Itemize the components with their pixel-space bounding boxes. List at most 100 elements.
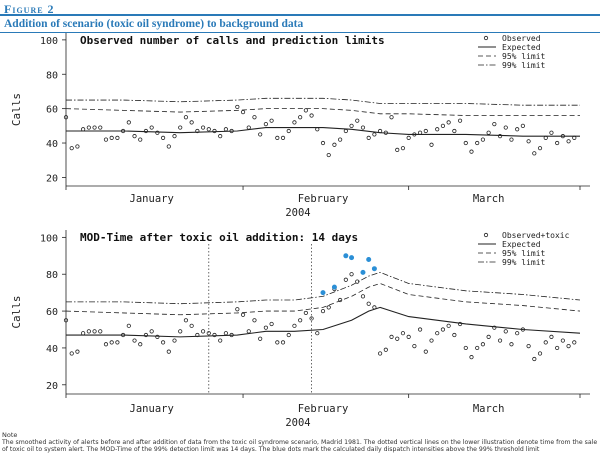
data-point bbox=[69, 146, 74, 151]
data-point bbox=[292, 323, 297, 328]
y-tick-label: 100 bbox=[40, 36, 58, 47]
data-point bbox=[452, 332, 457, 338]
data-point bbox=[537, 351, 543, 356]
note-heading: Note bbox=[2, 431, 18, 439]
data-point bbox=[492, 122, 497, 127]
data-point bbox=[189, 120, 194, 125]
data-point bbox=[417, 327, 423, 332]
data-point bbox=[212, 332, 217, 338]
data-point bbox=[372, 132, 377, 137]
data-point bbox=[509, 342, 514, 347]
data-point bbox=[566, 343, 571, 349]
data-point bbox=[537, 146, 543, 151]
y-tick-label: 60 bbox=[46, 105, 58, 116]
data-point bbox=[486, 130, 491, 135]
data-point bbox=[63, 318, 69, 323]
alert-point bbox=[320, 290, 326, 296]
note-text: The smoothed activity of alerts before a… bbox=[2, 439, 598, 454]
figure-note: Note The smoothed activity of alerts bef… bbox=[2, 431, 598, 454]
data-point bbox=[126, 120, 131, 125]
data-point bbox=[412, 343, 417, 349]
x-month-label: February bbox=[298, 193, 349, 205]
y-tick-label: 80 bbox=[46, 270, 58, 281]
legend-label: Expected bbox=[502, 240, 541, 249]
y-tick-label: 20 bbox=[46, 381, 58, 392]
data-point bbox=[360, 294, 366, 299]
data-point bbox=[252, 318, 257, 323]
data-point bbox=[81, 331, 86, 336]
data-point bbox=[326, 305, 331, 310]
data-point bbox=[303, 310, 308, 316]
x-month-label: March bbox=[473, 403, 505, 415]
x-month-label: February bbox=[298, 403, 349, 415]
data-point bbox=[275, 135, 280, 140]
data-point bbox=[440, 327, 446, 332]
data-point bbox=[543, 340, 548, 345]
data-point bbox=[532, 151, 537, 156]
y-tick-label: 60 bbox=[46, 307, 58, 318]
data-point bbox=[246, 329, 251, 334]
data-point bbox=[263, 122, 268, 127]
data-point bbox=[395, 147, 400, 152]
data-point bbox=[555, 140, 560, 146]
data-point bbox=[69, 351, 74, 356]
legend-label: 99% limit bbox=[502, 258, 546, 267]
data-point bbox=[98, 329, 103, 334]
data-point bbox=[560, 338, 565, 343]
x-axis-label: 2004 bbox=[285, 207, 310, 219]
series-line-95-limit bbox=[65, 108, 580, 116]
data-point bbox=[172, 134, 177, 139]
legend-label: Observed+toxic bbox=[502, 231, 570, 240]
chart-panel-1: 20 40 60 80 100 January February March 2004 Calls… bbox=[10, 33, 590, 219]
data-point bbox=[526, 343, 531, 349]
data-point bbox=[143, 332, 149, 338]
y-tick-label: 80 bbox=[46, 70, 58, 81]
data-point bbox=[109, 135, 114, 140]
data-point bbox=[400, 146, 406, 151]
alert-point bbox=[371, 266, 377, 272]
figure-title-rule bbox=[0, 32, 600, 33]
data-point bbox=[475, 140, 480, 146]
data-point bbox=[223, 331, 229, 336]
x-axis-label: 2004 bbox=[285, 417, 310, 429]
data-point bbox=[200, 329, 206, 334]
series-line-99-limit bbox=[66, 97, 580, 106]
data-point bbox=[343, 128, 348, 134]
alert-point bbox=[343, 253, 349, 259]
y-tick-label: 40 bbox=[46, 139, 58, 150]
data-point bbox=[206, 127, 211, 132]
data-point bbox=[172, 338, 177, 343]
data-point bbox=[509, 137, 514, 142]
data-point bbox=[515, 127, 520, 132]
data-point bbox=[126, 323, 131, 328]
alert-point bbox=[366, 256, 372, 262]
data-point bbox=[115, 340, 120, 345]
data-point bbox=[218, 338, 223, 343]
data-point bbox=[138, 137, 143, 142]
data-point bbox=[246, 125, 251, 130]
y-axis-label: Calls bbox=[10, 93, 23, 126]
legend-label: Observed bbox=[502, 34, 541, 43]
data-point bbox=[520, 123, 525, 128]
data-point bbox=[406, 334, 411, 339]
chart-title: MOD-Time after toxic oil addition: 14 da… bbox=[80, 231, 358, 244]
data-point bbox=[132, 338, 137, 343]
data-point bbox=[166, 144, 171, 149]
data-point bbox=[446, 120, 451, 125]
data-point bbox=[138, 342, 143, 347]
data-point bbox=[275, 340, 280, 345]
data-point bbox=[555, 345, 560, 351]
data-point bbox=[566, 139, 571, 144]
data-point bbox=[240, 312, 246, 317]
data-point bbox=[349, 123, 354, 128]
data-point bbox=[463, 140, 468, 146]
data-point bbox=[298, 115, 303, 120]
data-point bbox=[75, 144, 80, 149]
data-point bbox=[86, 329, 91, 334]
data-point bbox=[480, 342, 486, 347]
data-point bbox=[258, 132, 263, 137]
data-point bbox=[252, 115, 257, 120]
data-point bbox=[389, 334, 394, 339]
data-point bbox=[457, 118, 463, 123]
data-point bbox=[109, 340, 114, 345]
